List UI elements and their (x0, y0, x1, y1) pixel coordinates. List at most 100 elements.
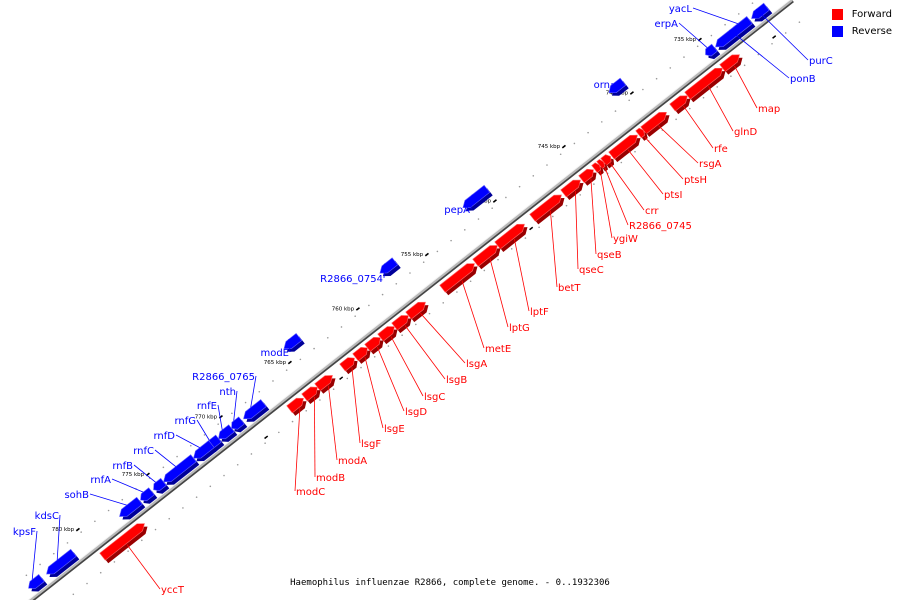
gene-face-erpa (705, 43, 718, 57)
leader-r2866-0754 (383, 263, 386, 279)
gene-rnfe[interactable] (218, 424, 238, 442)
gene-mete[interactable] (439, 263, 478, 296)
gene-face-bett (529, 194, 562, 222)
gene-face-modb (301, 386, 318, 402)
gene-face-map (719, 54, 740, 73)
gene-nth[interactable] (231, 416, 248, 433)
minor-tick-dot (278, 431, 280, 434)
minor-tick-dot (285, 369, 288, 371)
gene-face-rfe (669, 95, 688, 112)
tick-mark-780-kbp (75, 527, 80, 532)
gene-lsgb[interactable] (391, 315, 412, 334)
leader-rnfd (175, 434, 200, 448)
gene-rnfb[interactable] (153, 477, 170, 494)
minor-tick-dot (450, 239, 452, 242)
gene-label-qsec: qseC (579, 265, 604, 276)
gene-face-rsga (640, 111, 667, 135)
leader-map (734, 65, 758, 109)
gene-ycct[interactable] (99, 523, 148, 564)
minor-tick-dot (518, 185, 521, 188)
gene-face-lsga (405, 301, 426, 320)
minor-tick-dot (442, 302, 445, 304)
gene-crr[interactable] (600, 154, 615, 169)
gene-r2866-0765[interactable] (243, 399, 270, 422)
minor-tick-dot (587, 131, 589, 134)
gene-qsec[interactable] (560, 179, 584, 200)
minor-tick-dot (505, 196, 507, 199)
minor-tick-dot (600, 121, 603, 123)
gene-lptg[interactable] (472, 245, 501, 270)
minor-tick-dot (593, 183, 595, 185)
leader-qsec (575, 191, 579, 270)
gene-purc[interactable] (751, 2, 773, 22)
gene-r2866-0754[interactable] (379, 257, 401, 277)
gene-label-rnfb: rnfB (112, 461, 133, 472)
minor-tick-dot (477, 218, 480, 220)
gene-orn[interactable] (608, 77, 629, 96)
leader-r2866-0745 (604, 167, 629, 226)
gene-bett[interactable] (529, 194, 565, 225)
gene-ygiw[interactable] (591, 162, 604, 176)
gene-ponb[interactable] (715, 16, 756, 50)
gene-label-lsga: lsgA (466, 359, 487, 370)
gene-rsga[interactable] (640, 111, 670, 137)
leader-rsga (658, 125, 699, 164)
minor-tick-dot (628, 99, 630, 102)
gene-rnfa[interactable] (140, 487, 158, 504)
gene-r2866-0745[interactable] (596, 158, 609, 172)
gene-ptsi[interactable] (608, 134, 641, 163)
legend-reverse-label: Reverse (851, 25, 892, 37)
leader-modb (314, 396, 316, 478)
minor-tick-dot (66, 542, 69, 544)
leader-ptsh (644, 136, 684, 180)
minor-tick-dot (724, 23, 726, 26)
minor-tick-dot (332, 388, 335, 390)
leader-ygiw (600, 171, 613, 239)
gene-lsgc[interactable] (377, 326, 398, 345)
gene-map[interactable] (719, 54, 743, 75)
leader-ponb (729, 29, 790, 79)
leader-ycct (126, 544, 161, 590)
gene-erpa[interactable] (705, 43, 721, 60)
gene-face-kpsf (28, 574, 45, 589)
gene-face-nth (231, 416, 245, 430)
minor-tick-dot (634, 150, 636, 153)
gene-pepa[interactable] (462, 184, 493, 211)
minor-tick-dot (565, 204, 568, 207)
minor-tick-dot (655, 77, 658, 80)
minor-tick-dot (162, 466, 165, 469)
gene-sohb[interactable] (119, 496, 146, 520)
gene-lsge[interactable] (352, 346, 371, 364)
gene-modc[interactable] (286, 397, 307, 416)
tick-mark-765-kbp (287, 360, 292, 365)
minor-tick-dot (346, 377, 349, 380)
gene-kpsf[interactable] (28, 574, 48, 592)
gene-lptf[interactable] (494, 223, 528, 252)
gene-modb[interactable] (301, 386, 321, 405)
gene-lsgd[interactable] (364, 336, 384, 355)
gene-rnfd[interactable] (193, 440, 218, 462)
gene-label-erpa: erpA (655, 19, 679, 30)
tick-label-745-kbp: 745 kbp (538, 144, 561, 150)
gene-lsgf[interactable] (339, 357, 358, 375)
leader-lsge (364, 356, 384, 429)
minor-tick-dot (436, 250, 439, 253)
gene-mode[interactable] (283, 332, 305, 352)
minor-tick-dot (80, 531, 82, 533)
gene-moda[interactable] (314, 375, 336, 394)
minor-tick-dot (642, 88, 644, 91)
leader-rfe (683, 105, 714, 149)
minor-tick-dot (72, 593, 75, 596)
gene-kdsc[interactable] (46, 548, 80, 578)
gene-rnfc[interactable] (163, 454, 200, 485)
minor-tick-dot (264, 442, 266, 444)
gene-label-lptg: lptG (509, 323, 530, 334)
gene-glnd[interactable] (684, 67, 726, 103)
minor-tick-dot (168, 517, 171, 520)
leader-rnfg (196, 419, 210, 441)
gene-qseb[interactable] (578, 168, 597, 186)
leader-lptf (514, 239, 530, 312)
gene-rfe[interactable] (669, 95, 691, 115)
gene-lsga[interactable] (405, 301, 429, 323)
